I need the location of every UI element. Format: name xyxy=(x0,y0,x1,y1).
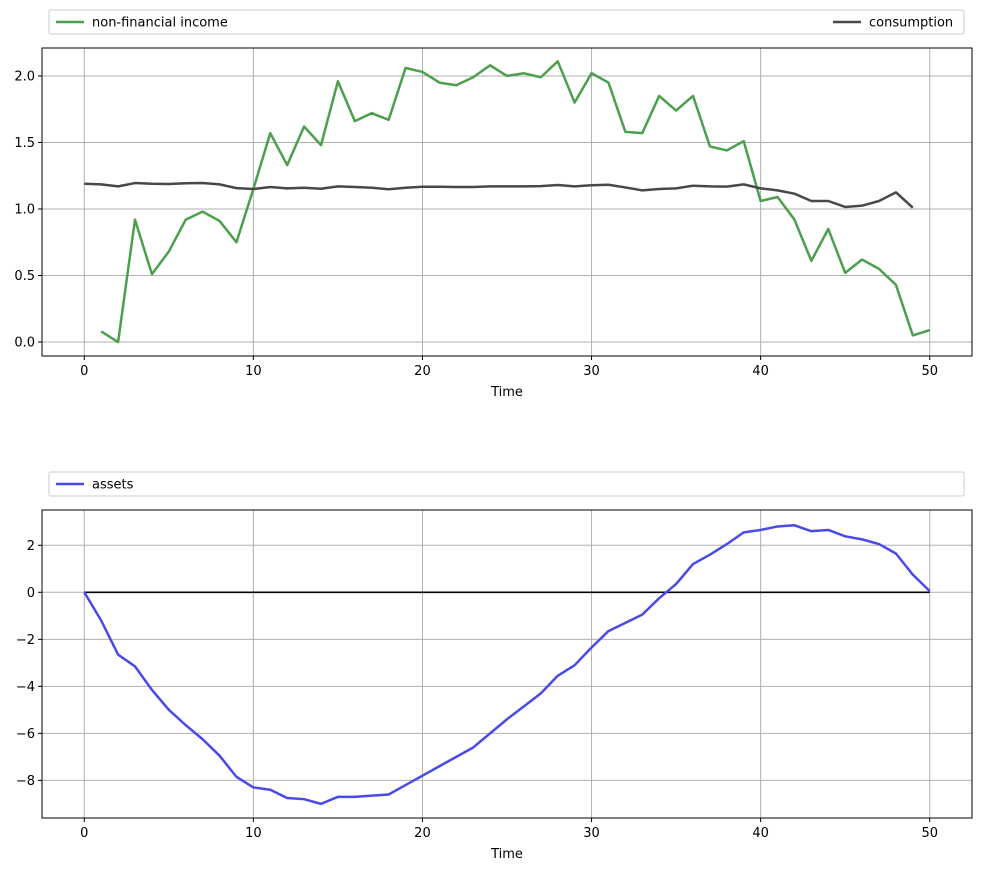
x-tick-label: 0 xyxy=(80,826,88,841)
series-line-non-financial-income xyxy=(100,60,931,344)
top-legend: non-financial income consumption xyxy=(48,9,965,35)
top-series xyxy=(84,60,931,344)
y-tick-label: 0 xyxy=(27,586,35,601)
x-tick-label: 10 xyxy=(245,364,262,379)
bottom-legend-box xyxy=(48,471,965,497)
x-tick-label: 30 xyxy=(583,364,600,379)
top-gridlines xyxy=(42,48,972,356)
x-tick-label: 0 xyxy=(80,364,88,379)
bottom-x-ticks: 0 10 20 30 40 50 xyxy=(80,818,938,841)
y-tick-label: 2.0 xyxy=(14,69,35,84)
y-tick-label: 2 xyxy=(27,539,35,554)
y-tick-label: −2 xyxy=(16,633,35,648)
bottom-series xyxy=(83,524,931,806)
bottom-gridlines xyxy=(42,510,972,818)
legend-label-income: non-financial income xyxy=(92,16,228,31)
x-tick-label: 50 xyxy=(921,364,938,379)
y-tick-label: 0.0 xyxy=(14,336,35,351)
y-tick-label: −8 xyxy=(16,774,35,789)
series-line-assets xyxy=(83,524,931,806)
top-y-ticks: 0.0 0.5 1.0 1.5 2.0 xyxy=(14,69,42,351)
top-legend-box xyxy=(48,9,965,35)
x-tick-label: 20 xyxy=(414,364,431,379)
x-tick-label: 40 xyxy=(752,826,769,841)
bottom-plot-frame xyxy=(41,509,973,819)
bottom-chart: assets 0 10 20 30 40 50 −8 −6 −4 −2 0 2 Time xyxy=(16,471,973,862)
x-tick-label: 10 xyxy=(245,826,262,841)
y-tick-label: −6 xyxy=(16,727,35,742)
top-plot-frame xyxy=(41,47,973,357)
x-tick-label: 40 xyxy=(752,364,769,379)
top-chart: non-financial income consumption 0 10 20 30… xyxy=(14,9,973,400)
top-x-axis-label: Time xyxy=(490,385,523,400)
legend-label-assets: assets xyxy=(92,478,134,493)
bottom-y-ticks: −8 −6 −4 −2 0 2 xyxy=(16,539,42,789)
x-tick-label: 50 xyxy=(921,826,938,841)
x-tick-label: 20 xyxy=(414,826,431,841)
x-tick-label: 30 xyxy=(583,826,600,841)
series-line-consumption xyxy=(84,181,914,209)
y-tick-label: 1.0 xyxy=(14,202,35,217)
y-tick-label: 1.5 xyxy=(14,136,35,151)
top-x-ticks: 0 10 20 30 40 50 xyxy=(80,356,938,379)
bottom-legend: assets xyxy=(48,471,965,497)
bottom-x-axis-label: Time xyxy=(490,847,523,862)
legend-label-consumption: consumption xyxy=(869,16,953,31)
y-tick-label: −4 xyxy=(16,680,35,695)
y-tick-label: 0.5 xyxy=(14,269,35,284)
